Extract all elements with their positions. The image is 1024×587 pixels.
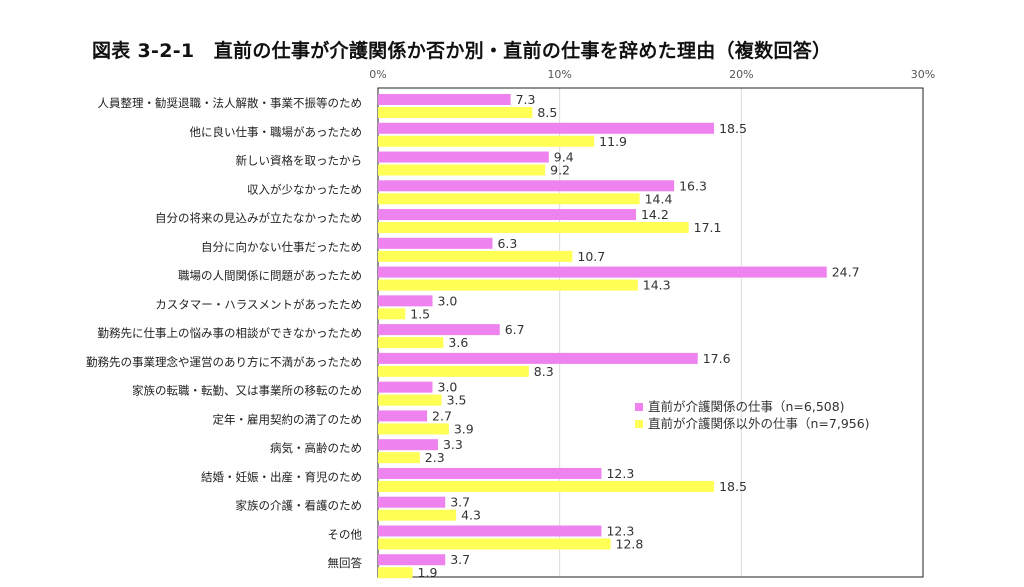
- data-label: 2.3: [425, 450, 445, 465]
- data-label: 14.4: [645, 191, 673, 206]
- data-label: 3.0: [438, 380, 458, 395]
- bar-care: [378, 467, 602, 479]
- data-label: 12.3: [606, 523, 634, 538]
- data-label: 17.1: [694, 220, 722, 235]
- bar-care: [378, 209, 636, 221]
- category-label: 家族の転職・転勤、又は事業所の移転のため: [132, 384, 362, 398]
- category-label: その他: [328, 527, 363, 541]
- bar-care: [378, 151, 549, 163]
- category-label: 人員整理・勧奨退職・法人解散・事業不振等のため: [98, 96, 363, 110]
- data-label: 2.7: [432, 408, 452, 423]
- x-tick-label: 20%: [729, 68, 753, 81]
- legend-label: 直前が介護関係の仕事（n=6,508): [648, 399, 845, 414]
- category-label: 勤務先に仕事上の悩み事の相談ができなかったため: [98, 326, 363, 340]
- data-label: 6.3: [497, 236, 517, 251]
- data-label: 1.9: [418, 565, 438, 580]
- data-label: 3.6: [448, 335, 468, 350]
- bar-non-care: [378, 164, 546, 176]
- data-label: 17.6: [703, 351, 731, 366]
- category-label: 新しい資格を取ったから: [236, 154, 363, 168]
- data-label: 18.5: [719, 121, 747, 136]
- bar-non-care: [378, 538, 611, 550]
- data-label: 4.3: [461, 508, 481, 523]
- category-label: 職場の人間関係に問題があったため: [178, 269, 362, 283]
- category-label: 無回答: [328, 556, 363, 570]
- legend-swatch: [635, 403, 643, 411]
- bar-care: [378, 180, 675, 192]
- data-label: 14.3: [643, 278, 671, 293]
- bar-non-care: [378, 567, 413, 579]
- data-label: 16.3: [679, 178, 707, 193]
- data-label: 8.3: [534, 364, 554, 379]
- data-label: 10.7: [577, 249, 605, 264]
- bar-non-care: [378, 135, 595, 147]
- data-label: 24.7: [832, 265, 860, 280]
- bar-non-care: [378, 250, 573, 262]
- bar-care: [378, 525, 602, 537]
- bar-non-care: [378, 365, 529, 377]
- chart-title: 図表 3-2-1 直前の仕事が介護関係か否か別・直前の仕事を辞めた理由（複数回答…: [92, 40, 832, 62]
- category-label: 他に良い仕事・職場があったため: [190, 125, 363, 139]
- category-label: 病気・高齢のため: [270, 441, 362, 455]
- data-label: 12.3: [606, 466, 634, 481]
- data-label: 3.7: [450, 552, 470, 567]
- data-label: 3.7: [450, 495, 470, 510]
- x-tick-label: 0%: [369, 68, 386, 81]
- bar-non-care: [378, 222, 689, 234]
- category-label: 家族の介護・看護のため: [236, 499, 363, 513]
- bar-care: [378, 410, 428, 422]
- bar-non-care: [378, 480, 715, 492]
- bar-non-care: [378, 394, 442, 406]
- bar-care: [378, 94, 511, 105]
- data-label: 9.2: [550, 163, 570, 178]
- bar-non-care: [378, 337, 444, 349]
- bar-care: [378, 122, 715, 134]
- data-label: 14.2: [641, 207, 669, 222]
- category-label: 自分の将来の見込みが立たなかったため: [155, 211, 362, 225]
- bar-care: [378, 324, 500, 336]
- data-label: 12.8: [616, 536, 644, 551]
- bar-care: [378, 439, 438, 451]
- bar-care: [378, 237, 493, 249]
- category-label: 収入が少なかったため: [247, 182, 362, 196]
- data-label: 3.5: [447, 393, 467, 408]
- legend-label: 直前が介護関係以外の仕事（n=7,956): [648, 416, 870, 431]
- bar-non-care: [378, 107, 533, 118]
- legend-swatch: [635, 420, 643, 428]
- data-label: 1.5: [410, 306, 430, 321]
- data-label: 7.3: [516, 92, 536, 107]
- category-label: 結婚・妊娠・出産・育児のため: [201, 470, 362, 484]
- category-label: カスタマー・ハラスメントがあったため: [155, 297, 362, 311]
- data-label: 3.9: [454, 421, 474, 436]
- data-label: 6.7: [505, 322, 525, 337]
- category-label: 勤務先の事業理念や運営のあり方に不満があったため: [86, 355, 362, 369]
- bar-non-care: [378, 452, 420, 464]
- x-tick-label: 10%: [547, 68, 571, 81]
- data-label: 8.5: [537, 105, 557, 120]
- data-label: 11.9: [599, 134, 627, 149]
- data-label: 3.0: [438, 293, 458, 308]
- bar-care: [378, 554, 446, 566]
- bar-non-care: [378, 308, 406, 320]
- bar-care: [378, 266, 827, 278]
- data-label: 9.4: [554, 150, 574, 165]
- data-label: 18.5: [719, 479, 747, 494]
- x-tick-label: 30%: [911, 68, 935, 81]
- bar-non-care: [378, 423, 449, 435]
- bar-non-care: [378, 509, 457, 521]
- category-label: 自分に向かない仕事だったため: [201, 240, 362, 254]
- bar-non-care: [378, 279, 638, 291]
- data-label: 3.3: [443, 437, 463, 452]
- bar-care: [378, 295, 433, 307]
- bar-care: [378, 352, 698, 364]
- category-label: 定年・雇用契約の満了のため: [213, 412, 363, 426]
- bar-care: [378, 381, 433, 393]
- bar-care: [378, 496, 446, 508]
- bar-non-care: [378, 193, 640, 205]
